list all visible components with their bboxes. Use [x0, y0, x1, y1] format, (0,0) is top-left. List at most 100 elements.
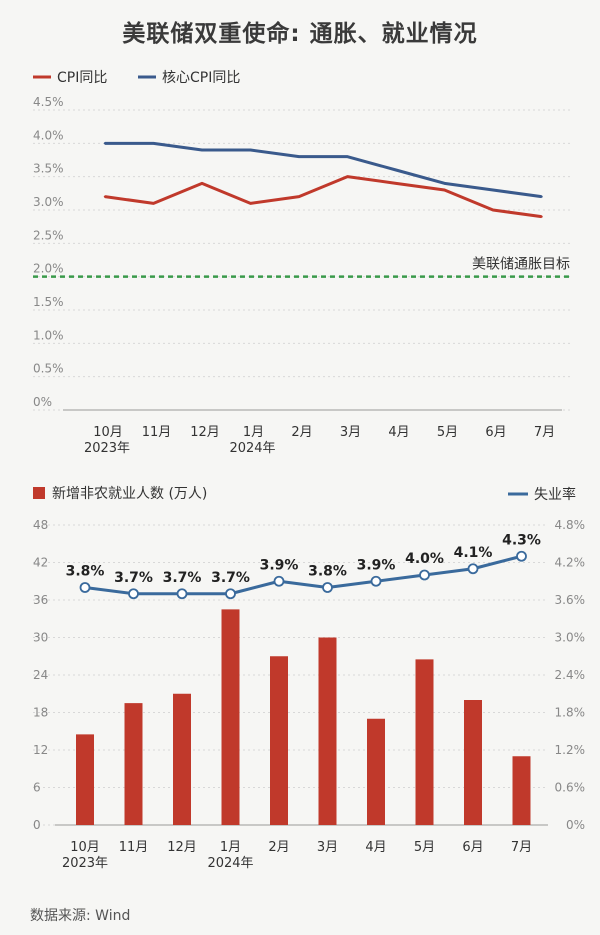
x-tick-label: 12月 [190, 425, 220, 440]
x-year-label: 2024年 [229, 441, 275, 456]
y-tick-label: 0% [33, 395, 52, 409]
x-year-label: 2023年 [62, 856, 108, 871]
x-tick-label: 10月 [93, 425, 123, 440]
series-point-0 [249, 202, 252, 205]
series-point-0 [297, 195, 301, 198]
x-tick-label: 7月 [511, 840, 532, 855]
series-point-0 [443, 188, 446, 192]
y-right-tick-label: 1.8% [555, 706, 586, 720]
cpi-chart: CPI同比 核心CPI同比 0% 0.5% 1.0% 1.5% 2.0% 2.5% 3.0% 3.… [33, 70, 570, 456]
y-left-tick-label: 12 [33, 743, 48, 757]
x-tick-label: 1月 [220, 840, 241, 855]
series-point-1 [540, 195, 543, 198]
x-tick-label: 7月 [534, 425, 555, 440]
legend-bar-label: 新增非农就业人数 (万人) [52, 486, 207, 502]
y-right-tick-label: 0.6% [555, 781, 586, 795]
series-point-1 [443, 182, 446, 185]
series-point-1 [103, 142, 107, 145]
y-right-tick-label: 4.8% [555, 518, 586, 532]
bar [367, 718, 385, 825]
unemployment-point [79, 582, 91, 593]
unemployment-data-label: 3.9% [357, 557, 396, 573]
x-tick-label: 1月 [243, 425, 264, 440]
y-right-tick-label: 3.6% [555, 593, 586, 607]
x-tick-label: 6月 [485, 425, 506, 440]
y-left-tick-label: 24 [33, 668, 48, 682]
x-tick-label: 5月 [437, 425, 458, 440]
series-point-0 [200, 182, 204, 185]
unemployment-line [84, 554, 522, 596]
bar [318, 637, 337, 825]
unemployment-data-label: 3.8% [308, 564, 347, 580]
unemployment-point [467, 563, 479, 575]
y-left-tick-label: 48 [33, 518, 48, 532]
bar [221, 609, 240, 825]
y-right-tick-label: 4.2% [555, 556, 586, 570]
unemployment-point [516, 550, 527, 562]
series-line-1 [105, 141, 542, 199]
series-point-0 [152, 202, 155, 205]
bar [270, 656, 288, 825]
unemployment-data-label: 4.1% [454, 545, 493, 561]
unemployment-data-label: 3.7% [211, 570, 250, 586]
x-year-label: 2024年 [207, 856, 253, 871]
legend-label-0: CPI同比 [57, 70, 107, 86]
unemployment-data-label: 4.0% [405, 551, 444, 567]
legend-label-1: 核心CPI同比 [162, 70, 240, 86]
x-tick-label: 3月 [317, 840, 338, 855]
bar [173, 693, 191, 825]
target-label: 美联储通胀目标 [472, 257, 570, 273]
x-tick-label: 5月 [414, 840, 435, 855]
unemployment-point [370, 575, 382, 587]
series-point-0 [346, 175, 349, 178]
unemployment-data-label: 3.7% [163, 570, 202, 586]
y-tick-label: 2.0% [33, 262, 64, 276]
unemployment-data-label: 4.3% [502, 532, 541, 548]
series-point-1 [491, 188, 495, 192]
bar [464, 700, 482, 825]
y-tick-label: 3.0% [33, 195, 64, 209]
unemployment-data-label: 3.9% [260, 557, 299, 573]
series-point-0 [540, 215, 543, 218]
series-line-0 [104, 175, 542, 219]
unemployment-point [176, 588, 188, 600]
series-point-0 [394, 182, 398, 185]
x-tick-label: 2月 [291, 425, 312, 440]
unemployment-point [225, 588, 236, 600]
y-right-tick-label: 0% [566, 818, 585, 832]
y-tick-label: 4.5% [33, 95, 64, 109]
y-tick-label: 1.5% [33, 295, 64, 309]
x-tick-label: 4月 [388, 425, 409, 440]
series-point-1 [394, 168, 398, 172]
y-tick-label: 3.5% [33, 162, 64, 176]
bar [76, 734, 94, 825]
bar [512, 756, 531, 825]
y-tick-label: 0.5% [33, 362, 64, 376]
x-tick-label: 2月 [268, 840, 289, 855]
y-tick-label: 2.5% [33, 228, 64, 242]
unemployment-data-label: 3.7% [114, 570, 153, 586]
series-point-0 [491, 208, 495, 212]
x-tick-label: 11月 [142, 425, 172, 440]
y-left-tick-label: 18 [33, 706, 48, 720]
legend-line-label: 失业率 [534, 486, 576, 503]
y-left-tick-label: 42 [33, 556, 48, 570]
page-title: 美联储双重使命: 通胀、就业情况 [122, 21, 478, 47]
series-point-1 [346, 155, 349, 158]
series-point-0 [103, 195, 107, 198]
series-point-1 [249, 148, 252, 152]
unemployment-point [419, 569, 430, 581]
y-right-tick-label: 1.2% [555, 743, 586, 757]
x-tick-label: 12月 [167, 840, 197, 855]
unemployment-point [322, 582, 333, 593]
data-source: 数据来源: Wind [30, 908, 131, 924]
legend-bar-swatch [33, 487, 45, 499]
x-tick-label: 4月 [365, 840, 386, 855]
bar [124, 703, 143, 825]
x-year-label: 2023年 [84, 441, 130, 456]
unemployment-point [273, 575, 285, 587]
series-point-1 [200, 148, 204, 152]
x-tick-label: 11月 [119, 840, 149, 855]
y-left-tick-label: 6 [33, 781, 41, 795]
